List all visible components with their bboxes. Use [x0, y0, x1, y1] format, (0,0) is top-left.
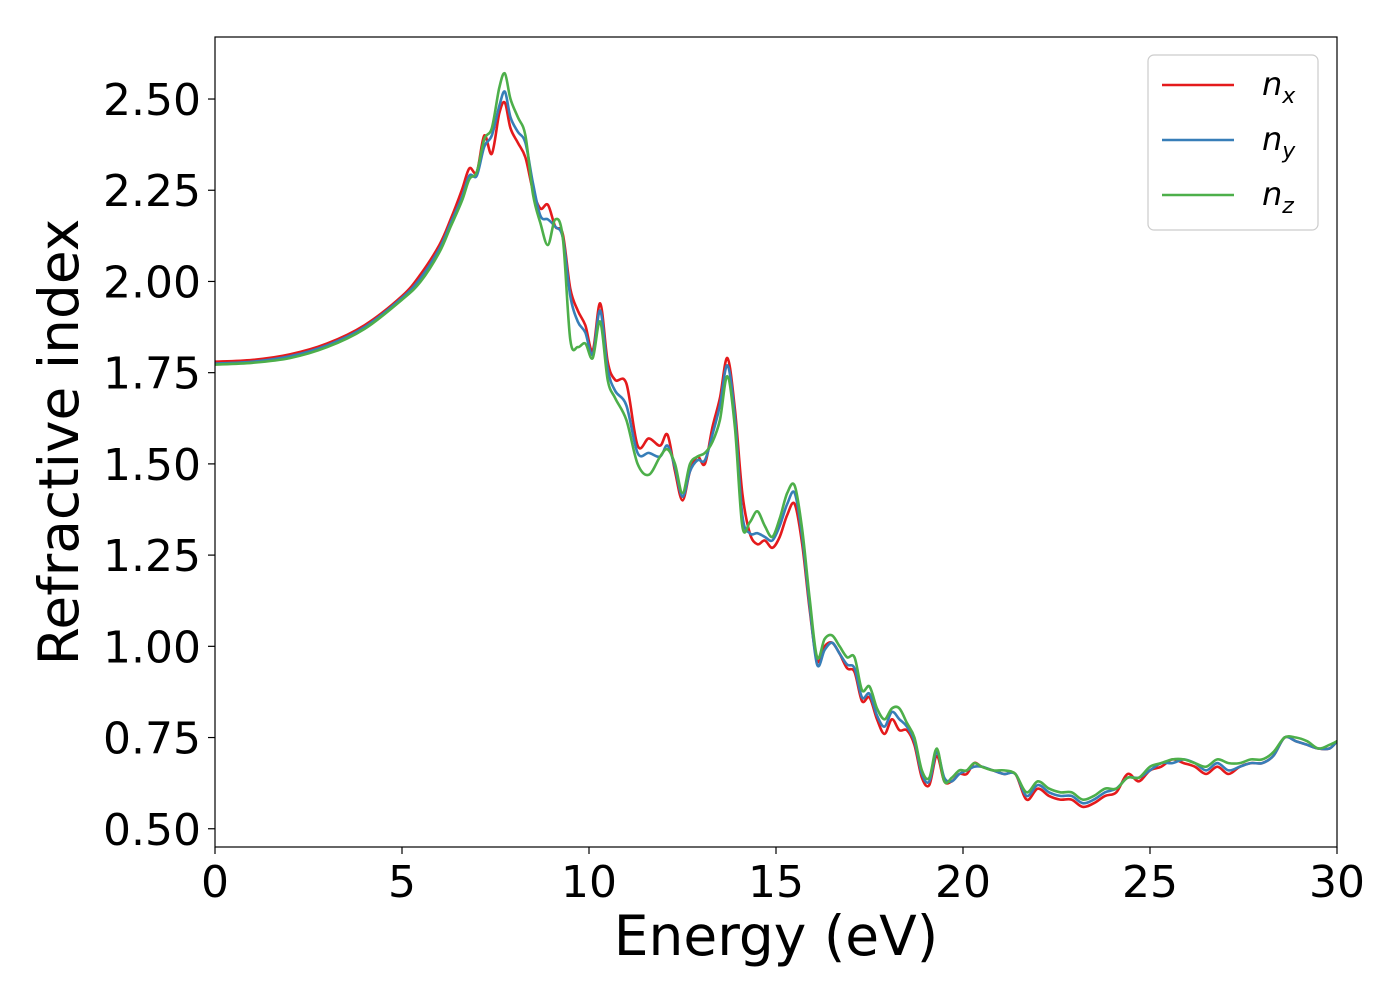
x-axis-label: Energy (eV): [614, 904, 938, 968]
x-axis-ticks: 0 5 10 15 20 25 30: [201, 847, 1365, 908]
legend-label-nx: nx: [1262, 65, 1296, 109]
y-tick-label: 0.50: [103, 805, 201, 856]
legend-label-nz: nz: [1262, 175, 1294, 219]
legend-box: [1147, 54, 1319, 231]
y-tick-label: 2.50: [103, 75, 201, 126]
y-axis-ticks: 0.50 0.75 1.00 1.25 1.50 1.75 2.00 2.25 2.50: [103, 75, 215, 856]
x-tick-label: 5: [388, 857, 416, 908]
y-tick-label: 1.25: [103, 531, 201, 582]
series-line-nz: [215, 71, 1337, 801]
y-tick-label: 1.75: [103, 349, 201, 400]
x-tick-label: 10: [561, 857, 617, 908]
x-tick-label: 20: [935, 857, 991, 908]
y-axis-label: Refractive index: [27, 219, 91, 666]
y-tick-label: 2.25: [103, 166, 201, 217]
x-tick-label: 30: [1309, 857, 1365, 908]
y-tick-label: 1.00: [103, 622, 201, 673]
y-tick-label: 0.75: [103, 714, 201, 765]
x-tick-label: 25: [1122, 857, 1178, 908]
x-tick-label: 15: [748, 857, 804, 908]
legend-label-ny: ny: [1262, 120, 1296, 164]
x-tick-label: 0: [201, 857, 229, 908]
y-tick-label: 1.50: [103, 440, 201, 491]
y-tick-label: 2.00: [103, 257, 201, 308]
legend: nx ny nz: [1147, 54, 1319, 231]
series-lines: [215, 71, 1337, 809]
